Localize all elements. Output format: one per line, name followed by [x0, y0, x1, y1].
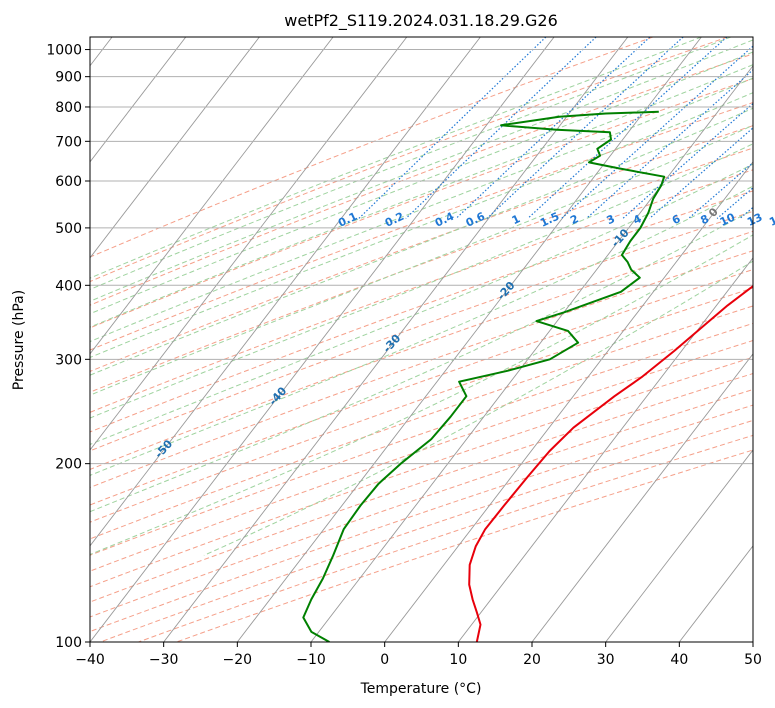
- y-axis-title: Pressure (hPa): [11, 290, 27, 390]
- moist-adiabat-line: [90, 37, 702, 279]
- mixing-ratio-line: [486, 37, 684, 219]
- x-tick-label: 20: [523, 652, 541, 668]
- x-tick-label: 0: [380, 652, 389, 668]
- dry-adiabat-line: [176, 449, 753, 642]
- x-axis: −40 −30 −20 −10 0 10 20 30 40 50: [75, 642, 762, 668]
- y-tick-label: 500: [55, 221, 82, 237]
- isotherm-line: [163, 37, 629, 642]
- plot-frame: [89, 36, 754, 643]
- y-tick-label: 700: [55, 134, 82, 150]
- y-tick-label: 400: [55, 278, 82, 294]
- moist-adiabat-line: [90, 92, 753, 359]
- mixing-ratio-line: [527, 37, 728, 219]
- moist-adiabat-line: [90, 163, 753, 446]
- moist-adiabat-line: [90, 143, 753, 419]
- mixing-ratio-label: 13: [745, 211, 764, 229]
- isotherm-line: [752, 641, 753, 642]
- x-tick-label: −20: [223, 652, 253, 668]
- dry-adiabat-line: [138, 434, 753, 642]
- isotherm-line: [90, 37, 334, 355]
- moist-adiabat-line: [90, 51, 753, 315]
- dry-adiabat-line: [90, 230, 753, 470]
- y-axis: 100 200 300 400 500 600 700 800 900 1000: [46, 43, 90, 651]
- isotherm-line: [457, 257, 753, 642]
- isotherm-line: [310, 65, 753, 642]
- x-tick-label: −40: [75, 652, 105, 668]
- mixing-ratio-line: [358, 37, 547, 219]
- y-tick-label: 100: [55, 635, 82, 651]
- x-axis-title: Temperature (°C): [360, 681, 482, 697]
- y-tick-label: 800: [55, 100, 82, 116]
- moist-adiabat-line: [203, 260, 753, 556]
- dry-adiabat-line: [90, 305, 753, 540]
- x-tick-label: 50: [744, 652, 762, 668]
- y-tick-label: 1000: [46, 43, 82, 59]
- x-tick-label: −30: [149, 652, 179, 668]
- moist-adiabat-line: [90, 64, 753, 328]
- dry-adiabat-line: [90, 356, 753, 588]
- isotherm-line: [384, 161, 753, 642]
- mixing-ratio-line: [585, 68, 753, 219]
- dry-adiabat-line: [90, 190, 753, 433]
- moist-adiabat-line: [90, 37, 732, 291]
- isotherm-line: [605, 449, 753, 642]
- pressure-grid: [90, 49, 753, 642]
- mixing-ratio-label: 10: [718, 210, 738, 228]
- dry-adiabat-line: [90, 322, 753, 556]
- moist-adiabat-line: [90, 107, 753, 376]
- dry-adiabat-line: [90, 101, 753, 351]
- profile-lines: [302, 110, 753, 642]
- y-tick-label: 200: [55, 457, 82, 473]
- mixing-ratio-line: [767, 37, 775, 219]
- x-tick-label: 10: [449, 652, 467, 668]
- dry-adiabat-line: [100, 419, 753, 642]
- isotherm-line: [90, 37, 408, 451]
- y-tick-label: 300: [55, 352, 82, 368]
- mixing-ratio-line: [622, 102, 753, 219]
- isotherm-line: [531, 353, 753, 642]
- mixing-ratio-line: [455, 37, 651, 219]
- x-tick-label: 30: [597, 652, 615, 668]
- y-tick-label: 600: [55, 174, 82, 190]
- x-tick-label: −10: [296, 652, 326, 668]
- x-tick-label: 40: [670, 652, 688, 668]
- plot-background: [90, 37, 753, 642]
- chart-title: wetPf2_S119.2024.031.18.29.G26: [284, 11, 558, 31]
- moist-adiabat-line: [90, 209, 753, 513]
- isotherm-line: [236, 37, 702, 642]
- isotherm-line: [90, 37, 555, 642]
- dry-adiabat-line: [90, 339, 753, 572]
- moist-adiabat-line: [90, 77, 753, 343]
- dry-adiabat-line: [90, 147, 753, 393]
- isotherm-line: [90, 37, 481, 547]
- background-lines: [90, 37, 775, 642]
- moist-adiabat-line: [90, 124, 753, 396]
- dewpoint-line: [302, 110, 666, 642]
- isotherm-line: [90, 37, 260, 259]
- y-tick-label: 900: [55, 70, 82, 86]
- dry-adiabat-line: [90, 37, 654, 258]
- mixing-ratio-label: 16: [767, 210, 775, 228]
- isotherm-line: [90, 37, 187, 163]
- temperature-line: [468, 284, 753, 642]
